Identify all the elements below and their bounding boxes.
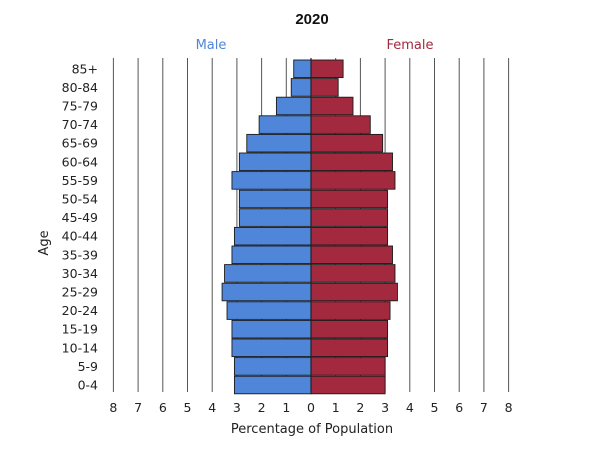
y-tick-label: 5-9	[78, 359, 98, 374]
bar-female-55-59	[310, 171, 396, 190]
x-tick-label: 3	[233, 400, 241, 415]
y-tick-label: 15-19	[62, 322, 98, 337]
bar-female-30-34	[310, 264, 396, 283]
bar-male-25-29	[221, 282, 312, 302]
x-tick-label: 8	[109, 400, 117, 415]
bar-female-0-4	[310, 375, 386, 395]
bars	[221, 58, 398, 395]
bar-female-45-49	[310, 208, 389, 227]
bar-male-5-9	[233, 357, 312, 376]
y-tick-label: 30-34	[62, 266, 98, 281]
x-tick-label: 5	[431, 400, 439, 415]
y-tick-label: 60-64	[62, 154, 98, 169]
x-axis-tick-labels: 8 7 6 5 4 3 2 1 0 1 2 3 4 5 6 7 8	[109, 400, 512, 415]
bar-male-55-59	[231, 171, 312, 190]
grid-lines	[112, 58, 510, 392]
x-axis-label: Percentage of Population	[231, 422, 393, 437]
bar-male-60-64	[238, 152, 312, 172]
bar-male-10-14	[231, 338, 312, 358]
y-tick-label: 80-84	[62, 80, 98, 95]
y-axis-label: Age	[37, 230, 52, 255]
bar-female-60-64	[310, 152, 393, 172]
bar-male-50-54	[238, 189, 312, 209]
x-tick-label: 5	[184, 400, 192, 415]
bar-female-25-29	[310, 282, 398, 302]
x-tick-label: 7	[480, 400, 488, 415]
bar-female-40-44	[310, 226, 389, 246]
bar-female-75-79	[310, 96, 354, 116]
bar-male-65-69	[246, 133, 312, 153]
bar-male-40-44	[233, 226, 312, 246]
x-tick-label: 4	[406, 400, 414, 415]
y-tick-label: 55-59	[62, 173, 98, 188]
bar-male-45-49	[238, 208, 312, 227]
y-tick-label: 35-39	[62, 247, 98, 262]
x-tick-label: 7	[134, 400, 142, 415]
bar-male-70-74	[258, 115, 312, 134]
y-axis-tick-labels: 85+ 80-84 75-79 70-74 65-69 60-64 55-59 50-54 45…	[62, 61, 98, 392]
bar-female-70-74	[310, 115, 371, 134]
bar-male-80-84	[290, 78, 312, 97]
bar-male-20-24	[226, 301, 312, 320]
y-tick-label: 75-79	[62, 99, 98, 114]
x-tick-label: 1	[282, 400, 290, 415]
y-tick-label: 20-24	[62, 303, 98, 318]
y-tick-label: 25-29	[62, 285, 98, 300]
bar-male-30-34	[224, 264, 312, 283]
y-tick-label: 50-54	[62, 192, 98, 207]
y-tick-label: 10-14	[62, 340, 98, 355]
bar-female-65-69	[310, 133, 384, 153]
bar-female-85+	[310, 59, 344, 79]
y-tick-label: 0-4	[78, 378, 98, 393]
x-tick-label: 1	[332, 400, 340, 415]
x-tick-label: 2	[356, 400, 364, 415]
y-tick-label: 65-69	[62, 136, 98, 151]
x-tick-label: 8	[505, 400, 513, 415]
y-tick-label: 40-44	[62, 229, 98, 244]
bar-male-0-4	[233, 375, 312, 395]
chart-title: 2020	[295, 11, 328, 28]
bar-male-75-79	[275, 96, 312, 116]
bar-female-80-84	[310, 78, 339, 97]
bar-female-5-9	[310, 357, 386, 376]
x-tick-label: 4	[208, 400, 216, 415]
x-tick-label: 6	[455, 400, 463, 415]
legend-female: Female	[386, 38, 433, 53]
legend-male: Male	[196, 38, 227, 53]
y-tick-label: 45-49	[62, 210, 98, 225]
bar-female-10-14	[310, 338, 389, 358]
y-tick-label: 85+	[72, 61, 98, 76]
bar-female-20-24	[310, 301, 391, 320]
bar-male-85+	[293, 59, 312, 79]
bar-male-15-19	[231, 319, 312, 339]
y-tick-label: 70-74	[62, 117, 98, 132]
bar-female-15-19	[310, 319, 389, 339]
x-tick-label: 0	[307, 400, 315, 415]
bar-male-35-39	[231, 245, 312, 265]
x-tick-label: 6	[159, 400, 167, 415]
bar-female-50-54	[310, 189, 389, 209]
x-tick-label: 3	[381, 400, 389, 415]
bar-female-35-39	[310, 245, 393, 265]
x-tick-label: 2	[258, 400, 266, 415]
